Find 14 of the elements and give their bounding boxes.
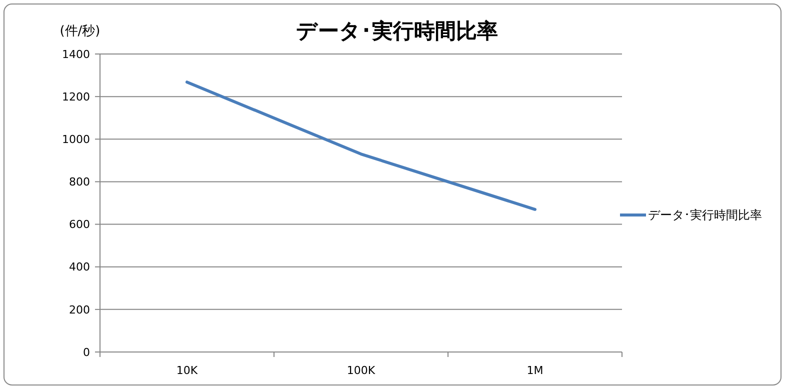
y-tick-label: 600	[69, 218, 90, 232]
y-tick-label: 1000	[62, 132, 90, 146]
y-tick-label: 200	[69, 303, 90, 316]
y-tick-label: 1400	[62, 48, 90, 61]
y-tick-label: 400	[69, 260, 90, 274]
y-tick-label: 1200	[62, 90, 90, 104]
x-tick-label: 100K	[346, 364, 376, 377]
chart-title: データ･実行時間比率	[296, 19, 498, 43]
y-tick-label: 0	[83, 346, 90, 359]
x-tick-label: 1M	[526, 364, 544, 377]
y-axis-title: (件/秒)	[60, 24, 100, 39]
y-tick-label: 800	[69, 176, 90, 189]
x-tick-label: 10K	[176, 364, 198, 377]
legend-label: データ･実行時間比率	[648, 208, 762, 222]
